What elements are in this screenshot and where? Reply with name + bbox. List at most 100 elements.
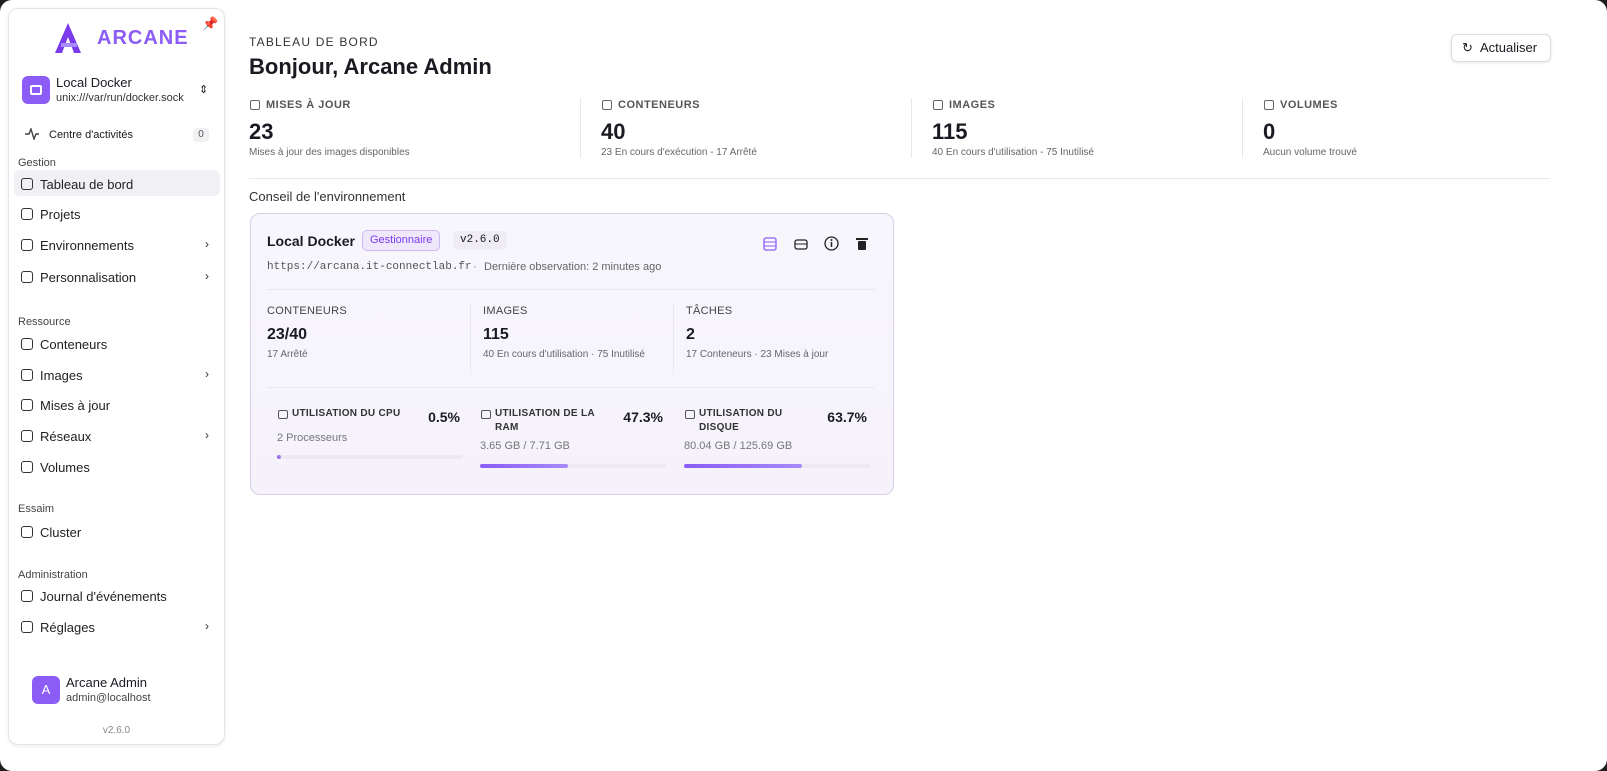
metric-label: IMAGES [483, 305, 528, 317]
stat-caption: 23 En cours d'exécution - 17 Arrêté [601, 147, 757, 158]
section-title: Administration [18, 569, 88, 581]
active-bg [14, 170, 220, 196]
metric-label: CONTENEURS [267, 305, 348, 317]
nav-icon [21, 621, 33, 633]
nav-icon [21, 590, 33, 602]
stat-icon [250, 100, 260, 110]
environment-card[interactable]: Local Docker Gestionnaire v2.6.0 https:/… [250, 213, 894, 495]
stat-caption: Aucun volume trouvé [1263, 147, 1357, 158]
nav-item[interactable]: Mises à jour [40, 398, 111, 413]
usage-track [480, 464, 666, 468]
nav-icon [21, 461, 33, 473]
chevron: › [205, 619, 209, 633]
stat-value: 23 [249, 119, 274, 144]
divider [673, 304, 674, 374]
metric-caption: 17 Conteneurs · 23 Mises à jour [686, 349, 829, 360]
nav-item[interactable]: Personnalisation [40, 270, 137, 285]
logo-text: ARCANE [97, 27, 189, 49]
version: v2.6.0 [102, 725, 131, 736]
nav-item[interactable]: Conteneurs [40, 337, 108, 352]
nav-item[interactable]: Cluster [40, 525, 82, 540]
env-switch[interactable]: ⇕ [199, 84, 209, 96]
usage-icon [278, 410, 288, 419]
icon-delete[interactable] [856, 237, 868, 251]
stat-value: 0 [1263, 119, 1276, 144]
stat-value: 115 [932, 119, 968, 144]
env-name[interactable]: Local Docker [56, 75, 132, 90]
nav-icon [21, 271, 33, 283]
section-title: Gestion [18, 157, 56, 169]
nav-icon [21, 399, 33, 411]
usage-bar [684, 464, 803, 468]
stat-label: CONTENEURS [618, 99, 701, 111]
nav-item[interactable]: Réseaux [40, 429, 92, 444]
metric-value: 115 [483, 326, 509, 343]
usage-detail: 3.65 GB / 7.71 GB [480, 440, 570, 452]
usage-icon [685, 410, 695, 419]
usage-track [277, 455, 463, 459]
last-seen: Dernière observation: 2 minutes ago [484, 261, 662, 273]
divider [1242, 98, 1243, 158]
activity-count: 0 [193, 128, 209, 142]
nav-item[interactable]: Environnements [40, 238, 134, 253]
section-title: Essaim [18, 503, 55, 515]
activity-icon [25, 128, 39, 140]
nav-item[interactable]: Volumes [40, 460, 90, 475]
nav-item[interactable]: Tableau de bord [40, 177, 134, 192]
stat-icon [1264, 100, 1274, 110]
logo-icon [55, 23, 81, 53]
metric-caption: 40 En cours d'utilisation · 75 Inutilisé [483, 349, 645, 360]
nav-item[interactable]: Journal d'événements [40, 589, 167, 604]
section-title: Ressource [18, 316, 71, 328]
usage-label: UTILISATION DU DISQUE [699, 408, 783, 433]
icon-info[interactable] [824, 236, 839, 251]
nav-icon [21, 338, 33, 350]
nav-item[interactable]: Projets [40, 207, 81, 222]
usage-detail: 80.04 GB / 125.69 GB [684, 440, 793, 452]
nav-item[interactable]: Réglages [40, 620, 95, 635]
usage-detail: 2 Processeurs [277, 432, 348, 444]
usage-bar [480, 464, 568, 468]
chevron: › [205, 269, 209, 283]
icon-servers[interactable] [763, 237, 777, 251]
env-socket: unix:///var/run/docker.sock [56, 92, 184, 104]
usage-bar [277, 455, 281, 459]
nav-icon [21, 178, 33, 190]
stat-value: 40 [601, 119, 626, 144]
divider [470, 304, 471, 374]
nav-item[interactable]: Images [40, 368, 83, 383]
eyebrow: TABLEAU DE BORD [249, 35, 379, 49]
nav-icon [21, 239, 33, 251]
env-url: https://arcana.it-connectlab.fr [267, 261, 472, 273]
user-email: admin@localhost [66, 692, 151, 704]
usage-track [684, 464, 870, 468]
metric-caption: 17 Arrêté [267, 349, 308, 360]
stat-icon [602, 100, 612, 110]
stat-caption: Mises à jour des images disponibles [249, 147, 410, 158]
pin[interactable]: 📌 [202, 16, 219, 31]
role-badge: Gestionnaire [362, 230, 441, 251]
stat-label: MISES À JOUR [266, 99, 351, 111]
nav-icon [21, 208, 33, 220]
divider [911, 98, 912, 158]
usage-label: UTILISATION DE LA RAM [495, 408, 595, 433]
stat-caption: 40 En cours d'utilisation - 75 Inutilisé [932, 147, 1094, 158]
activity-label[interactable]: Centre d'activités [49, 129, 134, 141]
stat-label: VOLUMES [1280, 99, 1338, 111]
chevron: › [205, 367, 209, 381]
separator-dot: · [473, 261, 477, 273]
metric-label: TÂCHES [686, 305, 733, 317]
divider [267, 387, 875, 388]
stat-icon [933, 100, 943, 110]
chevron: › [205, 237, 209, 251]
sidebar: ARCANE 📌 Local Docker unix:///var/run/do… [8, 8, 225, 745]
usage-value: 0.5% [428, 409, 460, 425]
user-name[interactable]: Arcane Admin [66, 675, 147, 690]
nav-icon [21, 526, 33, 538]
divider [580, 98, 581, 158]
nav-icon [21, 430, 33, 442]
icon-drive[interactable] [794, 237, 808, 251]
refresh-button[interactable]: ↻ Actualiser [1451, 34, 1551, 62]
metric-value: 2 [686, 326, 695, 343]
